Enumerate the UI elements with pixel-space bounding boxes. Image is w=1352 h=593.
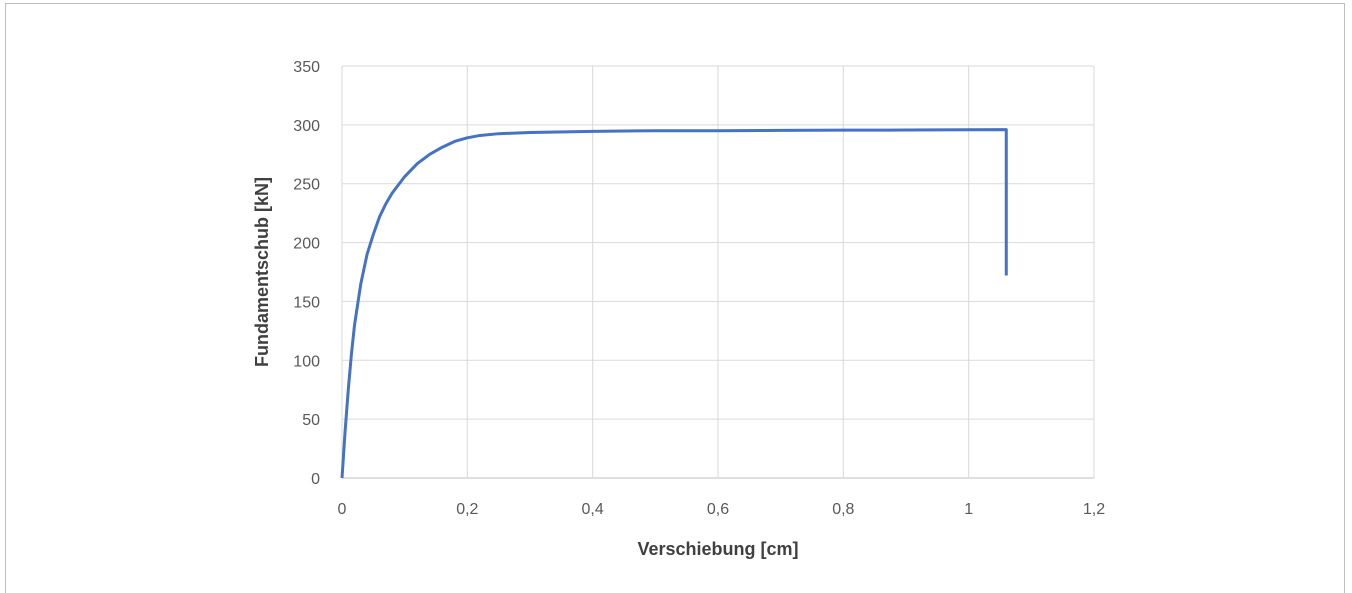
y-axis-title: Fundamentschub [kN] (252, 177, 272, 367)
y-tick-label: 100 (293, 353, 320, 370)
y-tick-label: 350 (293, 59, 320, 76)
x-tick-labels: 0 0,2 0,4 0,6 0,8 1 1,2 (338, 501, 1106, 518)
y-tick-label: 50 (302, 412, 320, 429)
y-tick-label: 150 (293, 294, 320, 311)
x-axis-title: Verschiebung [cm] (637, 539, 798, 559)
y-tick-label: 300 (293, 118, 320, 135)
series-line (340, 128, 1008, 479)
series-group (340, 128, 1008, 479)
y-tick-label: 0 (311, 471, 320, 488)
x-tick-label: 0,8 (832, 501, 854, 518)
chart-frame (5, 3, 1345, 593)
x-tick-label: 0 (338, 501, 347, 518)
y-tick-label: 200 (293, 236, 320, 253)
y-tick-labels: 0 50 100 150 200 250 300 350 (293, 59, 320, 488)
x-tick-label: 0,2 (456, 501, 478, 518)
x-tick-label: 1,2 (1083, 501, 1105, 518)
grid-lines (341, 65, 1095, 479)
y-tick-label: 250 (293, 177, 320, 194)
x-tick-label: 0,6 (707, 501, 729, 518)
x-tick-label: 1 (964, 501, 973, 518)
x-tick-label: 0,4 (582, 501, 604, 518)
